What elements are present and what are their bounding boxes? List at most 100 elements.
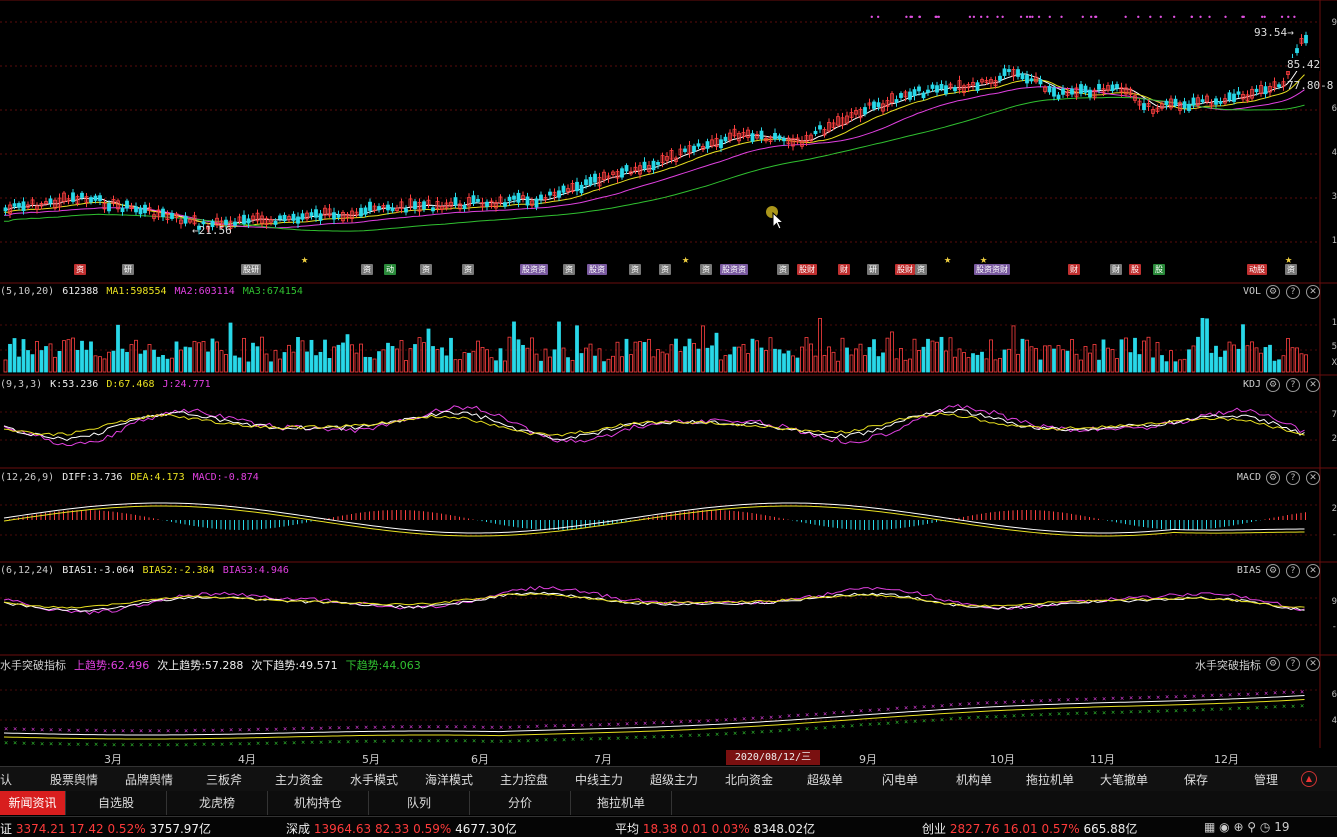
candle: [1047, 85, 1052, 93]
event-badge[interactable]: 资: [462, 264, 474, 275]
event-badge[interactable]: 资: [659, 264, 671, 275]
event-badge[interactable]: 资: [777, 264, 789, 275]
expand-up-icon[interactable]: ▲: [1301, 771, 1317, 787]
event-badge[interactable]: 资: [629, 264, 641, 275]
tray-icons[interactable]: ▦ ◉ ⊕ ⚲ ◷ 19: [1204, 820, 1290, 834]
macd-settings-gear-icon[interactable]: ⚙: [1266, 471, 1280, 485]
event-badge[interactable]: 股财: [797, 264, 817, 275]
event-badge[interactable]: 资: [420, 264, 432, 275]
event-badge[interactable]: 资: [700, 264, 712, 275]
tab-ocean-mode[interactable]: 海洋模式: [425, 773, 474, 787]
event-badge[interactable]: 股: [1129, 264, 1141, 275]
tab-three-axes[interactable]: 三板斧: [206, 773, 243, 787]
macd-help-icon[interactable]: ?: [1286, 471, 1300, 485]
breakout-help-icon[interactable]: ?: [1286, 657, 1300, 671]
tab-manage[interactable]: 管理: [1254, 773, 1279, 787]
event-badge[interactable]: 财: [1110, 264, 1122, 275]
breakout-settings-gear-icon[interactable]: ⚙: [1266, 657, 1280, 671]
tab-super-main[interactable]: 超级主力: [650, 773, 699, 787]
tab-brand-sentiment[interactable]: 品牌舆情: [125, 773, 174, 787]
vol-help-icon[interactable]: ?: [1286, 285, 1300, 299]
vol-close-icon[interactable]: ✕: [1306, 285, 1320, 299]
volume-bar: [1268, 344, 1272, 373]
sz-amount: 4677.30亿: [455, 822, 517, 836]
candle: [75, 196, 80, 204]
volume-bar: [665, 353, 669, 373]
sh-index[interactable]: 上证 3374.21 17.42 0.52% 3757.97亿: [0, 820, 211, 837]
panel-tab-watchlist[interactable]: 自选股: [66, 791, 167, 815]
candle: [1097, 83, 1101, 90]
tab-mid-term-main[interactable]: 中线主力: [575, 773, 624, 787]
kdj-close-icon[interactable]: ✕: [1306, 378, 1320, 392]
macd-close-icon[interactable]: ✕: [1306, 471, 1320, 485]
event-badge[interactable]: 资: [563, 264, 575, 275]
tab-institution-order[interactable]: 机构单: [956, 773, 993, 787]
event-badge[interactable]: 股财: [895, 264, 915, 275]
kline-chart-canvas[interactable]: • •••• •• ••• • • •• ••• •• •• ••••• • •• •• • • •• •••• •…: [0, 0, 1337, 766]
event-badge[interactable]: 股研: [241, 264, 261, 275]
volume-bar: [845, 347, 849, 373]
signal-dot: •: [1260, 13, 1265, 22]
sz-index[interactable]: 深成 13964.63 82.33 0.59% 4677.30亿: [286, 820, 517, 837]
tab-main-funds[interactable]: 主力资金: [275, 773, 324, 787]
candle: [507, 196, 512, 202]
tab-save[interactable]: 保存: [1184, 773, 1209, 787]
event-badge[interactable]: 研: [867, 264, 879, 275]
panel-tab-dragon-tiger[interactable]: 龙虎榜: [167, 791, 268, 815]
breakout-marker: ×: [859, 721, 863, 729]
breakout-marker: ×: [382, 737, 386, 745]
bias-close-icon[interactable]: ✕: [1306, 564, 1320, 578]
kdj-settings-gear-icon[interactable]: ⚙: [1266, 378, 1280, 392]
vol-settings-gear-icon[interactable]: ⚙: [1266, 285, 1280, 299]
event-badge[interactable]: 股: [1153, 264, 1165, 275]
panel-tab-news[interactable]: 新闻资讯: [0, 791, 66, 815]
event-badge[interactable]: 资: [1285, 264, 1297, 275]
tab-stock-sentiment[interactable]: 股票舆情: [50, 773, 99, 787]
avg-index[interactable]: 平均 18.38 0.01 0.03% 8348.02亿: [615, 820, 815, 837]
volume-bar: [696, 348, 701, 373]
event-badge[interactable]: 财: [838, 264, 850, 275]
tab-super-order[interactable]: 超级单: [807, 773, 844, 787]
event-badge[interactable]: 动股: [1247, 264, 1267, 275]
tab-flash-order[interactable]: 闪电单: [882, 773, 919, 787]
bias-help-icon[interactable]: ?: [1286, 564, 1300, 578]
tab-main-control[interactable]: 主力控盘: [500, 773, 549, 787]
tab-tractor-order[interactable]: 拖拉机单: [1026, 773, 1075, 787]
breakout-close-icon[interactable]: ✕: [1306, 657, 1320, 671]
event-badge[interactable]: 资: [74, 264, 86, 275]
candle: [1245, 94, 1250, 101]
kdj-help-icon[interactable]: ?: [1286, 378, 1300, 392]
event-badge[interactable]: 股资: [587, 264, 607, 275]
cy-index[interactable]: 创业 2827.76 16.01 0.57% 665.88亿: [922, 820, 1137, 837]
event-badge[interactable]: 动: [384, 264, 396, 275]
panel-tab-institution-holdings[interactable]: 机构持仓: [268, 791, 369, 815]
tab-sailor-mode[interactable]: 水手模式: [350, 773, 399, 787]
candle: [638, 165, 642, 175]
candle: [845, 115, 849, 124]
bias-settings-gear-icon[interactable]: ⚙: [1266, 564, 1280, 578]
candle: [102, 202, 107, 210]
breakout-marker: ×: [796, 712, 800, 720]
event-badge[interactable]: 股资资财: [974, 264, 1010, 275]
candle: [804, 135, 809, 142]
event-badge[interactable]: 财: [1068, 264, 1080, 275]
month-label: 3月: [104, 753, 122, 766]
volume-bar: [1155, 342, 1160, 373]
panel-tab-queue[interactable]: 队列: [369, 791, 470, 815]
volume-bar: [746, 353, 750, 373]
tab-confirm[interactable]: 确认: [0, 773, 13, 787]
tab-northbound-funds[interactable]: 北向资金: [725, 773, 774, 787]
month-label: 10月: [990, 753, 1015, 766]
volume-bar: [935, 341, 939, 373]
event-badge[interactable]: 资: [915, 264, 927, 275]
event-badge[interactable]: 股资资: [520, 264, 548, 275]
panel-tab-tractor-order[interactable]: 拖拉机单: [571, 791, 672, 815]
volume-bar: [719, 359, 723, 373]
tab-big-cancel[interactable]: 大笔撤单: [1100, 773, 1149, 787]
volume-bar: [759, 347, 764, 373]
event-badge[interactable]: 研: [122, 264, 134, 275]
panel-tab-price-distribution[interactable]: 分价: [470, 791, 571, 815]
breakout-marker: ×: [31, 726, 35, 734]
event-badge[interactable]: 股资资: [720, 264, 748, 275]
event-badge[interactable]: 资: [361, 264, 373, 275]
